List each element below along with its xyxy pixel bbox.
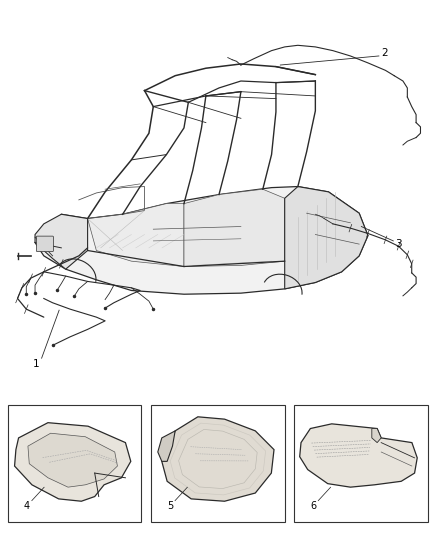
Polygon shape: [300, 424, 417, 487]
Polygon shape: [88, 204, 184, 266]
Polygon shape: [285, 187, 368, 289]
FancyBboxPatch shape: [36, 236, 53, 252]
Polygon shape: [184, 189, 285, 266]
Polygon shape: [35, 214, 88, 269]
Text: 3: 3: [395, 239, 402, 249]
Text: 1: 1: [32, 359, 39, 368]
Bar: [151, 405, 285, 522]
Polygon shape: [372, 429, 381, 442]
Text: 6: 6: [310, 501, 316, 511]
Polygon shape: [14, 423, 131, 501]
Bar: [8, 405, 141, 522]
Text: 4: 4: [24, 501, 30, 511]
Polygon shape: [158, 431, 175, 462]
Polygon shape: [35, 187, 368, 294]
Polygon shape: [28, 433, 117, 487]
Text: 2: 2: [381, 49, 388, 58]
Polygon shape: [162, 417, 274, 501]
Bar: [294, 405, 428, 522]
Text: 5: 5: [167, 501, 173, 511]
